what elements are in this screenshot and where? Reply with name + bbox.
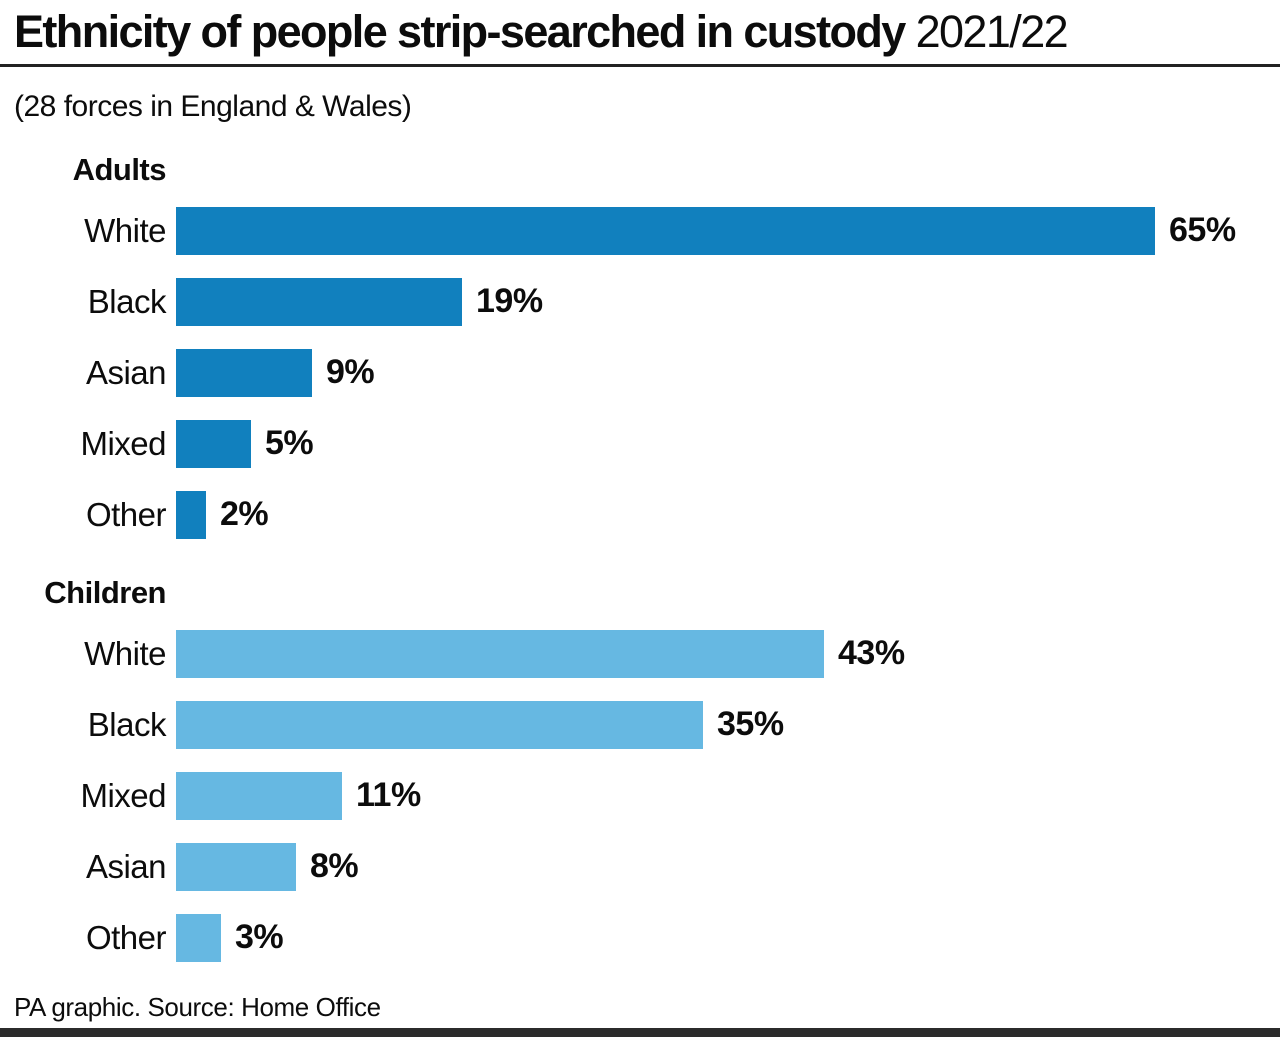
bar-value: 3% [235,918,284,956]
bar-row: Black 19% [0,266,1280,337]
bar [176,771,342,820]
bar [176,842,296,891]
bar-row: Asian 9% [0,337,1280,408]
bar-value: 9% [326,353,375,391]
title-divider [0,64,1280,67]
bar-row: Asian 8% [0,831,1280,902]
bar-value: 11% [356,776,421,814]
bar-chart: Adults White 65% Black 19% Asian 9% Mixed 5% Othe… [0,151,1280,973]
bar-value: 8% [310,847,359,885]
bar-label: Other [85,918,167,956]
bar-label: Asian [85,847,167,885]
group-heading-children: Children [44,575,166,610]
bar-label: Asian [85,353,167,391]
bar-row: Black 35% [0,689,1280,760]
bar-value: 2% [220,495,269,533]
subtitle: (28 forces in England & Wales) [14,90,412,123]
bar-label: Other [85,495,167,533]
bar-label: Mixed [80,776,166,814]
bar [176,700,703,749]
bar-row: Other 3% [0,902,1280,973]
bottom-strip [0,1028,1280,1037]
source-credit: PA graphic. Source: Home Office [14,992,381,1022]
title-main: Ethnicity of people strip-searched in cu… [14,6,906,57]
bar [176,206,1155,255]
page-title: Ethnicity of people strip-searched in cu… [0,0,1280,60]
bar-value: 65% [1169,211,1236,249]
bar [176,277,462,326]
bar [176,490,206,539]
bar-row: Mixed 11% [0,760,1280,831]
bar-row: White 65% [0,195,1280,266]
bar-value: 43% [838,634,905,672]
group-heading-adults: Adults [72,152,167,187]
bar-row: Mixed 5% [0,408,1280,479]
bar [176,913,221,962]
bar-value: 19% [476,282,543,320]
bar-row: White 43% [0,618,1280,689]
bar [176,419,251,468]
bar [176,629,824,678]
bar [176,348,312,397]
bar-label: Mixed [80,424,166,462]
bar-label: White [84,634,166,672]
title-year: 2021/22 [915,6,1069,57]
bar-label: White [84,211,166,249]
bar-value: 35% [717,705,784,743]
bar-label: Black [87,282,167,320]
bar-value: 5% [265,424,314,462]
bar-label: Black [87,705,167,743]
bar-row: Other 2% [0,479,1280,550]
